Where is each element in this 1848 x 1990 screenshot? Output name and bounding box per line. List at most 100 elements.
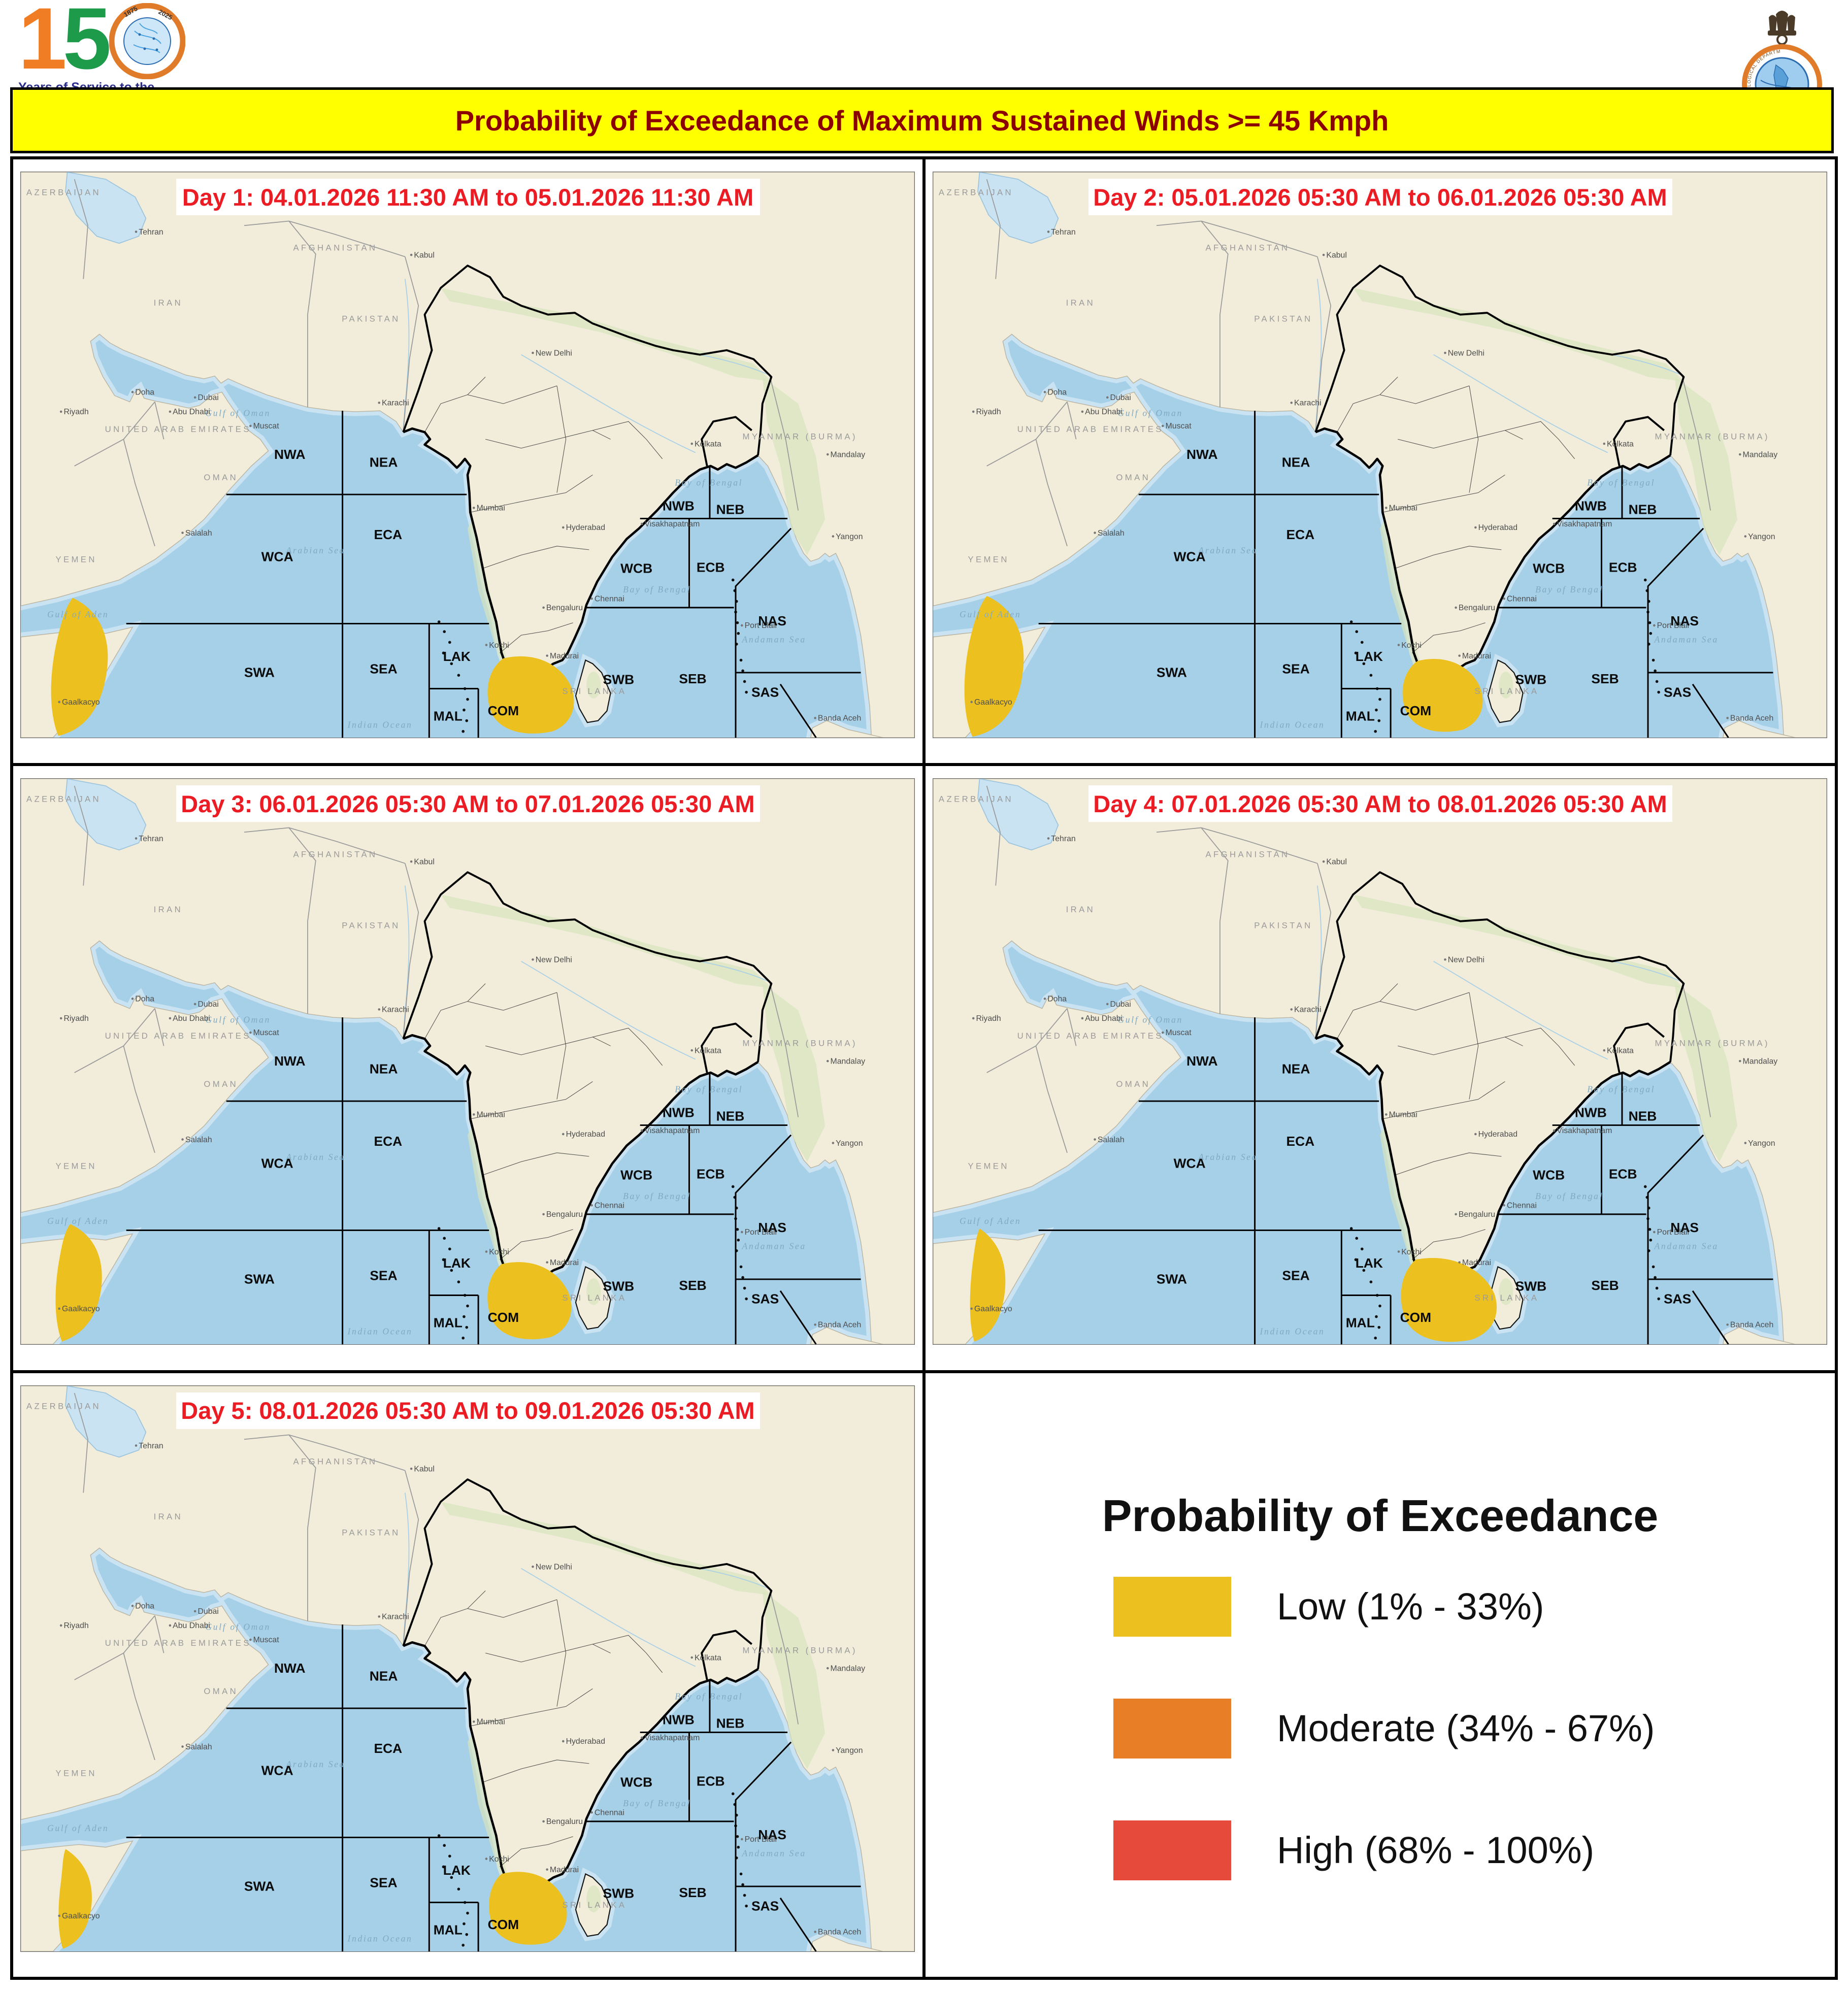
- svg-text:Arabian Sea: Arabian Sea: [286, 1152, 346, 1162]
- svg-text:Kolkata: Kolkata: [1607, 440, 1634, 448]
- svg-text:Mumbai: Mumbai: [477, 1111, 505, 1119]
- svg-text:NAS: NAS: [758, 613, 786, 628]
- svg-text:PAKISTAN: PAKISTAN: [342, 921, 400, 931]
- svg-text:OMAN: OMAN: [204, 473, 238, 482]
- svg-text:Gulf of Oman: Gulf of Oman: [205, 408, 270, 418]
- logo-digit-5: 5: [62, 0, 112, 87]
- svg-text:SWA: SWA: [244, 1878, 275, 1894]
- svg-text:Bay of Bengal: Bay of Bengal: [623, 1798, 691, 1808]
- svg-text:New Delhi: New Delhi: [536, 349, 572, 357]
- svg-text:Karachi: Karachi: [1294, 399, 1322, 408]
- svg-text:Bengaluru: Bengaluru: [546, 604, 583, 612]
- svg-text:Mandalay: Mandalay: [831, 450, 866, 459]
- svg-text:Bay of Bengal: Bay of Bengal: [1535, 1191, 1603, 1201]
- svg-text:SRI LANKA: SRI LANKA: [1474, 1293, 1539, 1303]
- svg-text:AFGHANISTAN: AFGHANISTAN: [293, 850, 378, 859]
- high-label: High (68% - 100%): [1277, 1829, 1595, 1872]
- svg-text:PAKISTAN: PAKISTAN: [342, 1528, 400, 1537]
- svg-text:Bay of Bengal: Bay of Bengal: [675, 1691, 743, 1701]
- svg-text:ECB: ECB: [697, 560, 725, 575]
- svg-text:Hyderabad: Hyderabad: [566, 523, 605, 532]
- svg-text:UNITED ARAB EMIRATES: UNITED ARAB EMIRATES: [105, 1032, 251, 1041]
- svg-text:Muscat: Muscat: [1166, 1029, 1192, 1038]
- svg-text:SAS: SAS: [751, 1291, 779, 1307]
- forecast-panel-day-5: Gulf of Oman Arabian Sea Gulf of Aden Bay o…: [13, 1373, 922, 1977]
- svg-text:WCB: WCB: [1533, 560, 1565, 576]
- svg-text:MAL: MAL: [1346, 709, 1375, 724]
- svg-text:Indian Ocean: Indian Ocean: [347, 720, 413, 730]
- svg-text:NEA: NEA: [370, 1062, 398, 1077]
- svg-text:NWA: NWA: [274, 1661, 306, 1676]
- svg-text:Hyderabad: Hyderabad: [566, 1131, 605, 1139]
- svg-text:SEB: SEB: [1591, 1278, 1619, 1293]
- svg-text:Gulf of Aden: Gulf of Aden: [960, 609, 1021, 619]
- svg-text:Port Blair: Port Blair: [745, 1229, 778, 1237]
- svg-text:Abu Dhabi: Abu Dhabi: [173, 1621, 210, 1630]
- svg-text:MAL: MAL: [1346, 1315, 1375, 1331]
- svg-text:Yangon: Yangon: [836, 1746, 863, 1754]
- forecast-panel-day-3: Gulf of Oman Arabian Sea Gulf of Aden Bay o…: [13, 766, 922, 1370]
- svg-text:SEA: SEA: [370, 1875, 397, 1890]
- svg-text:Mumbai: Mumbai: [1389, 504, 1417, 513]
- svg-text:PAKISTAN: PAKISTAN: [1254, 921, 1312, 931]
- svg-text:Madurai: Madurai: [550, 1258, 579, 1267]
- day-4-header: Day 4: 07.01.2026 05:30 AM to 08.01.2026…: [1088, 785, 1672, 822]
- svg-text:AFGHANISTAN: AFGHANISTAN: [1206, 850, 1290, 859]
- svg-text:Andaman Sea: Andaman Sea: [1654, 1241, 1719, 1251]
- legend-panel: Probability of Exceedance Low (1% - 33%)…: [926, 1373, 1835, 1977]
- svg-text:SWB: SWB: [603, 1279, 635, 1294]
- svg-text:Salalah: Salalah: [1098, 529, 1125, 538]
- svg-text:Bay of Bengal: Bay of Bengal: [1587, 1084, 1655, 1094]
- svg-text:YEMEN: YEMEN: [968, 1162, 1009, 1171]
- svg-text:SEA: SEA: [370, 1268, 397, 1283]
- svg-text:Riyadh: Riyadh: [63, 1015, 88, 1023]
- svg-text:Tehran: Tehran: [1051, 228, 1075, 237]
- svg-text:MYANMAR (BURMA): MYANMAR (BURMA): [1655, 432, 1770, 441]
- svg-text:YEMEN: YEMEN: [968, 554, 1009, 564]
- day-2-header: Day 2: 05.01.2026 05:30 AM to 06.01.2026…: [1088, 179, 1672, 215]
- forecast-panel-day-4: Gulf of Oman Arabian Sea Gulf of Aden Bay o…: [926, 766, 1835, 1370]
- low-probability-area-comorin: [489, 1871, 567, 1945]
- svg-text:Bay of Bengal: Bay of Bengal: [675, 1084, 743, 1094]
- svg-text:NAS: NAS: [1670, 613, 1699, 628]
- svg-text:Gaalkacyo: Gaalkacyo: [974, 1305, 1012, 1313]
- svg-text:SWA: SWA: [244, 1272, 275, 1287]
- day-1-label: Day 1: 04.01.2026 11:30 AM to 05.01.2026…: [182, 183, 754, 211]
- svg-text:Abu Dhabi: Abu Dhabi: [1085, 1015, 1123, 1023]
- low-probability-area-comorin: [1402, 658, 1483, 732]
- svg-text:MYANMAR (BURMA): MYANMAR (BURMA): [743, 1645, 857, 1655]
- low-probability-area-somalia-coast: [51, 598, 108, 736]
- svg-text:Kochi: Kochi: [489, 1248, 509, 1256]
- svg-text:OMAN: OMAN: [1116, 473, 1150, 482]
- svg-text:Bay of Bengal: Bay of Bengal: [1535, 584, 1603, 594]
- basemap-day-1: Gulf of Oman Arabian Sea Gulf of Aden Bay o…: [20, 172, 915, 738]
- svg-text:Muscat: Muscat: [1166, 422, 1192, 430]
- svg-text:Kabul: Kabul: [414, 858, 434, 867]
- svg-text:Bengaluru: Bengaluru: [1459, 604, 1495, 612]
- svg-text:Kabul: Kabul: [414, 1465, 434, 1473]
- svg-text:Dubai: Dubai: [197, 393, 218, 402]
- svg-text:Karachi: Karachi: [382, 399, 409, 408]
- svg-text:AFGHANISTAN: AFGHANISTAN: [1206, 243, 1290, 252]
- svg-text:Port Blair: Port Blair: [745, 1835, 778, 1844]
- svg-text:WCA: WCA: [1174, 549, 1206, 565]
- imd-150-years-logo: 1 5 1875 2025 Years of Service to the Na…: [18, 0, 186, 126]
- svg-text:ECB: ECB: [697, 1167, 725, 1182]
- svg-text:SAS: SAS: [1664, 1291, 1691, 1307]
- svg-text:IRAN: IRAN: [154, 1512, 183, 1521]
- svg-text:Kochi: Kochi: [1401, 1248, 1422, 1256]
- svg-text:Doha: Doha: [135, 995, 154, 1004]
- svg-text:Gulf of Oman: Gulf of Oman: [205, 1015, 270, 1025]
- svg-text:Gulf of Aden: Gulf of Aden: [960, 1216, 1021, 1226]
- svg-text:WCB: WCB: [620, 560, 652, 576]
- svg-text:NWA: NWA: [274, 447, 306, 462]
- svg-text:COM: COM: [488, 1310, 519, 1325]
- basemap-day-3: Gulf of Oman Arabian Sea Gulf of Aden Bay o…: [20, 778, 915, 1345]
- svg-text:Riyadh: Riyadh: [976, 1015, 1001, 1023]
- svg-text:NWB: NWB: [663, 499, 695, 514]
- svg-text:Andaman Sea: Andaman Sea: [742, 634, 806, 644]
- svg-text:Port Blair: Port Blair: [745, 621, 778, 630]
- svg-text:Tehran: Tehran: [1051, 835, 1075, 843]
- map-day-4: Gulf of Oman Arabian Sea Gulf of Aden Bay o…: [933, 778, 1827, 1345]
